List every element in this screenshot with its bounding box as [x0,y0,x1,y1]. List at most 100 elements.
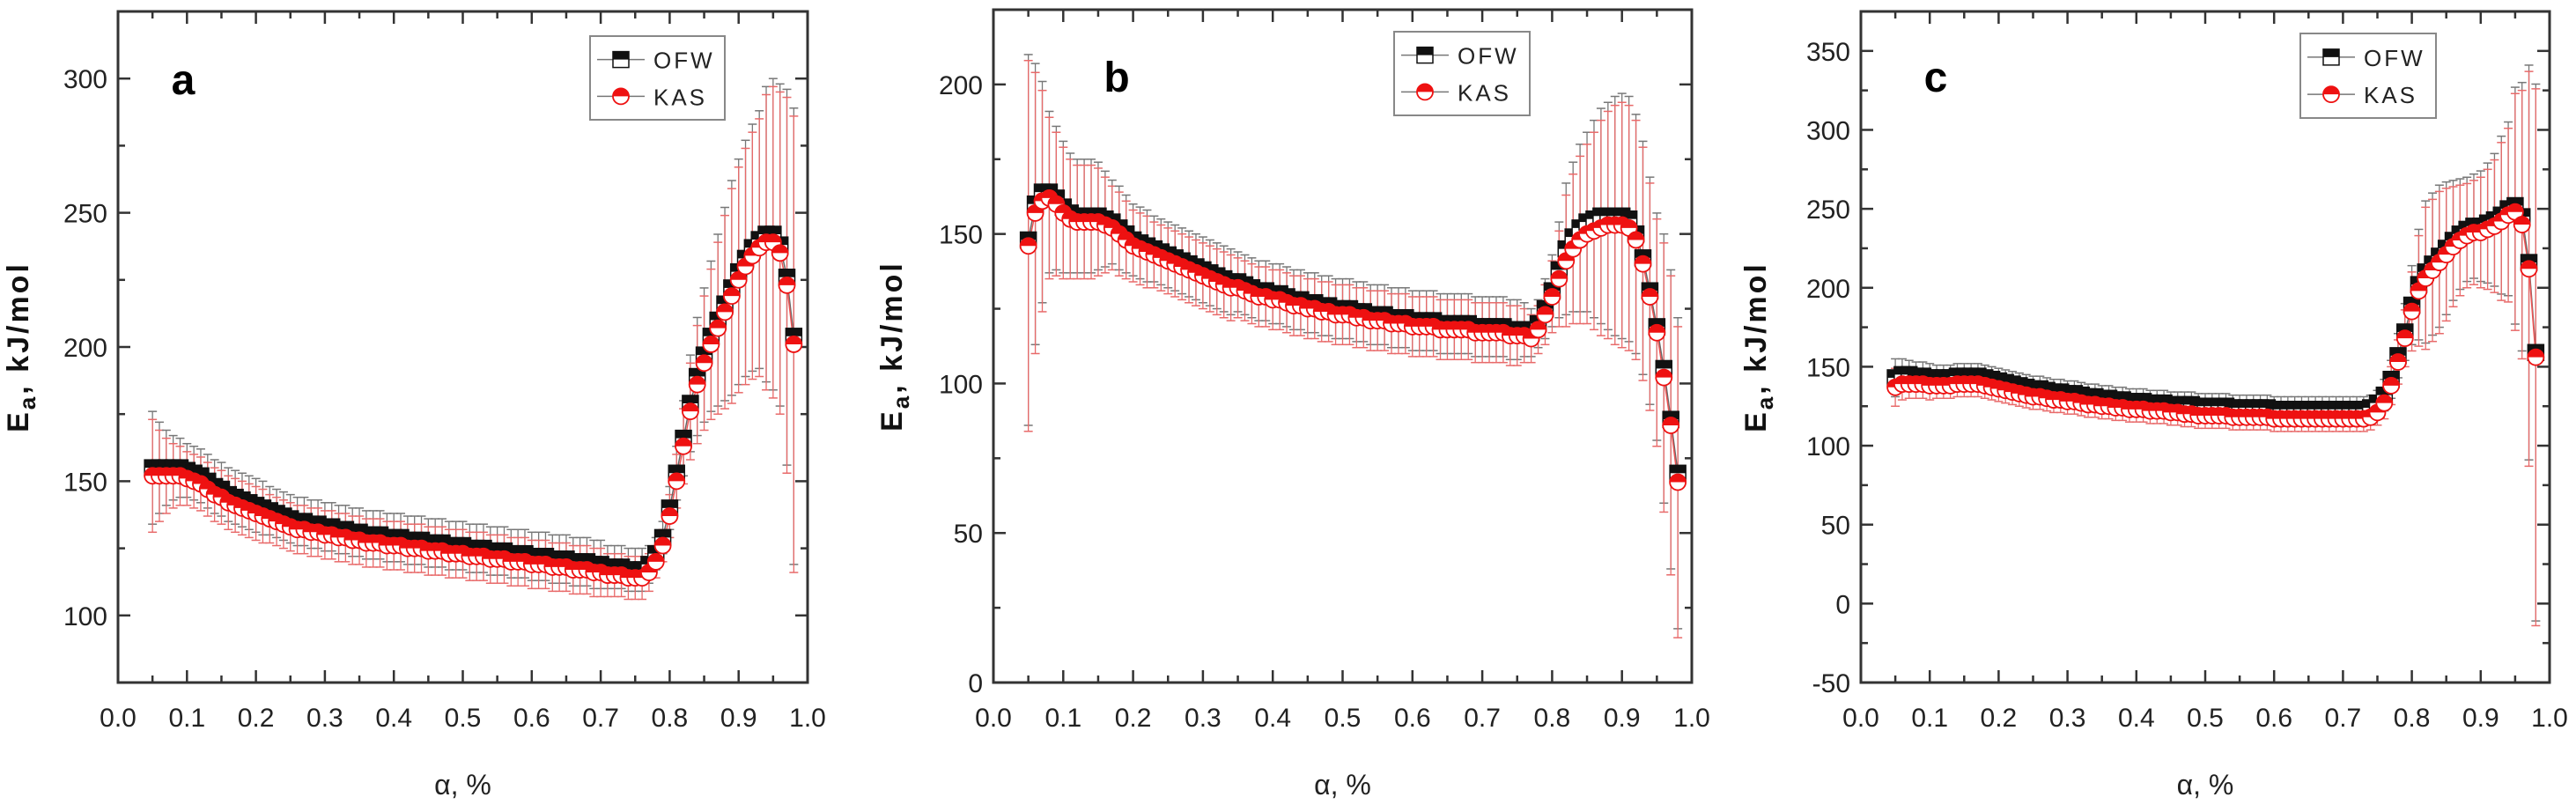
kas-point [722,287,741,305]
y-axis-title-subscript: a [1752,395,1778,410]
legend-label-kas: KAS [2364,82,2417,108]
kas-marker-fill [1628,232,1644,240]
ofw-marker-fill [1041,184,1058,193]
kas-point [675,437,692,455]
kas-point [778,276,796,294]
ofw-marker-fill [764,225,781,234]
kas-marker-fill [703,336,720,344]
legend: OFW KAS [589,35,726,121]
y-axis-title-unit: , kJ/mol [1739,262,1773,395]
kas-point [646,552,665,571]
kas-marker-fill [723,288,740,297]
legend-label-ofw: OFW [1458,43,1519,70]
x-tick-label: 0.8 [2394,704,2431,733]
ofw-marker-fill [1663,411,1679,420]
kas-point [771,244,789,262]
kas-point [1648,323,1666,342]
y-tick-label: 250 [63,200,107,229]
x-tick-label: 0.0 [975,704,1012,733]
legend-box [1393,31,1531,116]
kas-point [2382,377,2401,395]
legend-ofw-icon [1416,46,1434,64]
ofw-marker-fill [696,347,712,356]
legend-ofw-icon [612,50,630,69]
y-tick-label: 150 [1806,353,1850,382]
kas-point [729,270,748,289]
ofw-marker-fill [1020,232,1037,240]
y-axis-title-main: E [1739,410,1773,432]
ofw-marker-fill [1642,283,1658,292]
x-axis-title: α, % [1314,769,1371,801]
x-tick-label: 0.6 [1394,704,1431,733]
y-axis-title-subscript: a [888,394,914,409]
ofw-marker-fill [613,51,629,60]
ofw-marker-fill [2323,48,2339,57]
kas-point [1529,321,1547,339]
y-axis-title-main: E [875,409,909,432]
panel-letter: b [1103,55,1129,101]
kas-point [1543,288,1561,306]
kas-point [2506,203,2524,221]
kas-marker-fill [2521,261,2537,269]
ofw-marker-fill [1670,465,1687,474]
kas-point [709,319,727,337]
ofw-marker-fill [1537,300,1554,309]
kas-marker-fill [1620,219,1637,228]
kas-point [1634,255,1652,273]
kas-point [1669,473,1687,491]
legend-kas-icon [1416,83,1434,101]
legend-label-kas: KAS [1458,79,1511,106]
kas-marker-fill [1020,238,1037,247]
kas-point [661,507,679,525]
kas-marker-fill [668,473,685,482]
legend-label-ofw: OFW [2364,45,2425,71]
x-tick-label: 0.7 [1464,704,1501,733]
ofw-marker-fill [668,465,685,474]
y-tick-label: -50 [1812,669,1850,698]
legend-label-ofw: OFW [653,48,715,74]
chart-panel-c: 0.0 0.1 0.2 0.3 0.4 0.5 0.6 0.7 0.8 0.9 1.0 -50 0 50 1… [1739,10,2568,801]
kas-point [2375,394,2394,412]
chart-panel-a: 0.0 0.1 0.2 0.3 0.4 0.5 0.6 0.7 0.8 0.9 1.0 100 150 2… [2,10,826,801]
x-tick-label: 1.0 [1673,704,1710,733]
kas-point [1627,231,1645,249]
y-tick-label: 100 [63,602,107,631]
y-tick-label: 100 [1806,432,1850,461]
kas-point [1641,288,1659,306]
kas-marker-fill [682,403,698,412]
ofw-marker-fill [675,430,692,439]
x-axis-title: α, % [2177,769,2234,801]
kas-marker-fill [2389,354,2406,363]
y-tick-label: 250 [1806,196,1850,225]
ofw-marker-fill [2376,387,2393,395]
kas-marker-fill [2396,330,2413,339]
kas-marker-fill [710,320,727,328]
x-tick-label: 0.0 [100,704,137,733]
kas-marker-fill [717,304,734,313]
kas-point [2403,302,2421,321]
kas-marker-fill [2506,203,2523,212]
ofw-marker-fill [1635,249,1651,258]
kas-point [1662,417,1680,434]
kas-marker-fill [1551,270,1568,279]
y-tick-label: 300 [1806,116,1850,145]
y-axis-title: Ea, kJ/mol [1739,262,1778,432]
kas-point [668,472,686,491]
ofw-marker-fill [786,328,802,336]
kas-point [681,402,699,421]
x-tick-label: 0.5 [2187,704,2224,733]
x-tick-label: 0.7 [2325,704,2362,733]
x-tick-label: 0.3 [1185,704,1222,733]
y-tick-label: 200 [939,71,983,100]
ofw-marker-fill [192,468,209,476]
kas-marker-fill [654,537,671,546]
ofw-marker-fill [654,529,671,538]
legend-box [2299,33,2437,119]
ofw-marker-fill [2383,371,2400,380]
x-tick-label: 0.9 [720,704,757,733]
x-tick-label: 0.6 [2255,704,2292,733]
x-tick-label: 0.3 [2049,704,2086,733]
kas-point [2513,216,2531,233]
legend: OFW KAS [1393,31,1531,116]
kas-marker-fill [1635,255,1651,264]
